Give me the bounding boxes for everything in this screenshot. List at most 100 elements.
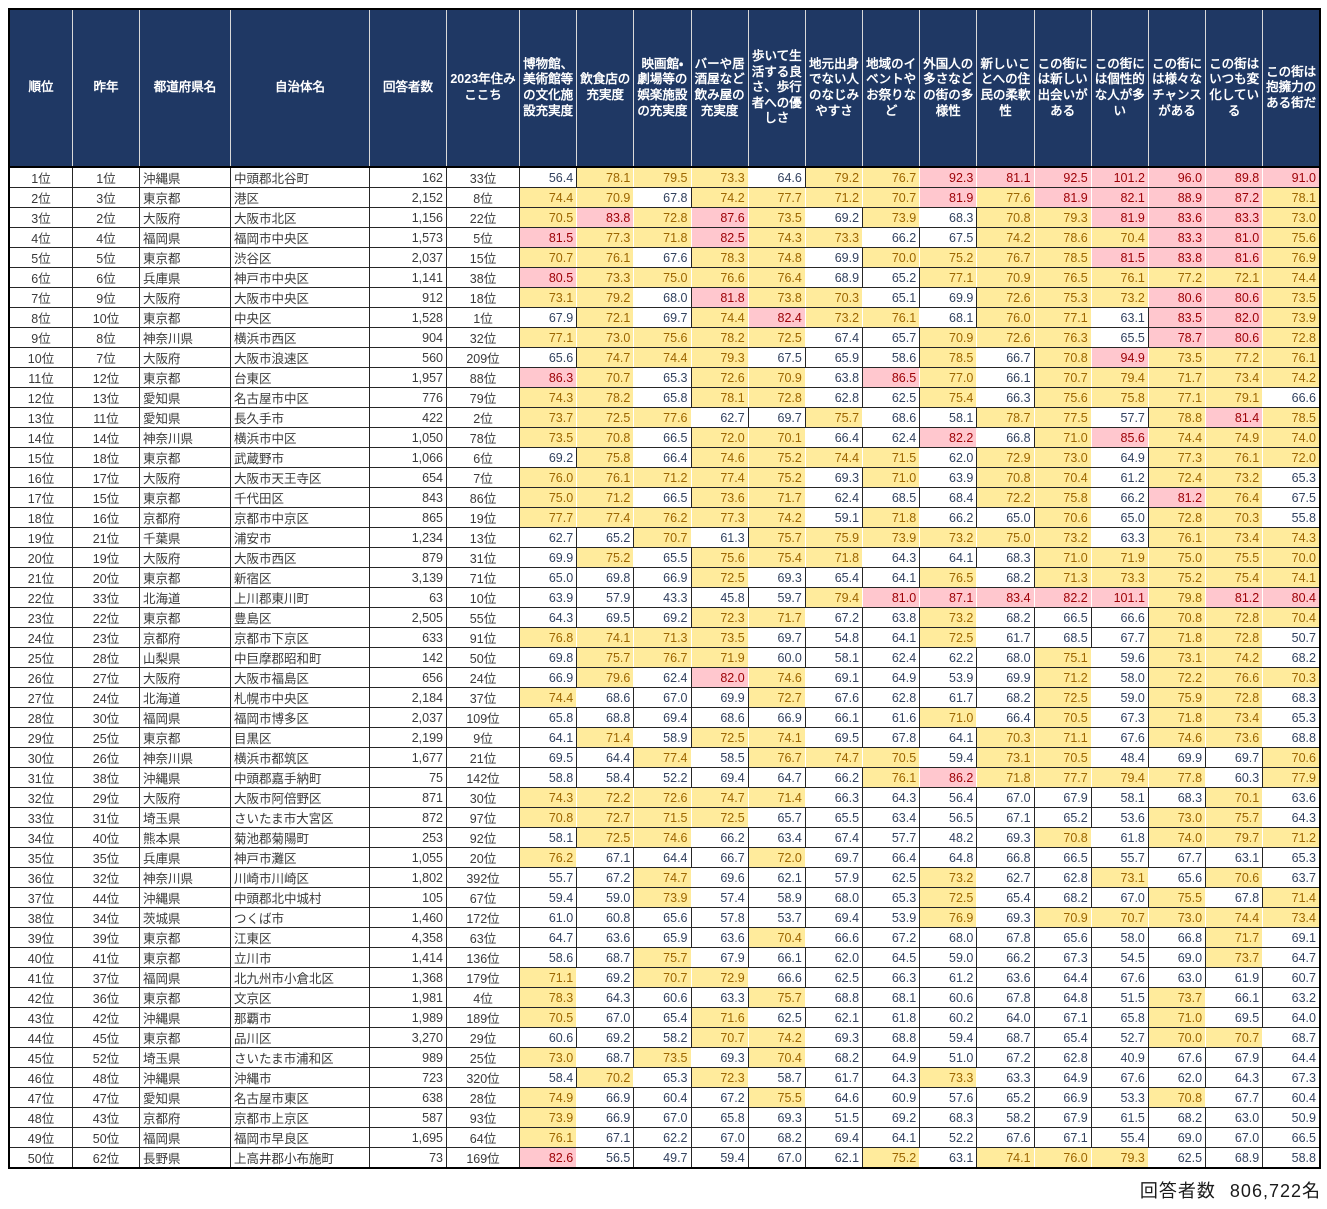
score-cell: 69.3 <box>804 1027 864 1048</box>
score-cell: 68.9 <box>1205 1147 1264 1169</box>
score-cell: 60.3 <box>1205 767 1264 788</box>
livability-rank-cell: 172位 <box>446 907 520 928</box>
rank-cell: 38位 <box>8 907 73 928</box>
rank-cell: 24位 <box>8 627 73 648</box>
score-cell: 65.0 <box>518 567 578 588</box>
respondents-cell: 1,989 <box>369 1007 447 1028</box>
score-cell: 75.0 <box>1147 547 1207 568</box>
score-cell: 69.4 <box>690 767 749 788</box>
score-cell: 70.8 <box>976 207 1035 228</box>
score-cell: 67.8 <box>976 987 1035 1008</box>
score-cell: 76.7 <box>862 166 921 188</box>
score-cell: 64.5 <box>862 947 921 968</box>
score-cell: 72.8 <box>747 387 806 408</box>
score-cell: 79.3 <box>1090 1147 1149 1169</box>
score-cell: 70.9 <box>576 187 635 208</box>
score-cell: 77.6 <box>976 187 1035 208</box>
rank-cell: 44位 <box>8 1027 73 1048</box>
table-row: 15位 18位 東京都 武蔵野市 1,066 6位 69.2 75.8 66.4 74.6 75.2… <box>8 447 1321 468</box>
score-cell: 73.1 <box>518 287 578 308</box>
score-cell: 75.7 <box>1205 807 1264 828</box>
score-cell: 75.7 <box>804 407 864 428</box>
score-cell: 52.7 <box>1090 1027 1149 1048</box>
score-cell: 64.0 <box>976 1007 1035 1028</box>
score-cell: 67.3 <box>1033 947 1092 968</box>
score-cell: 66.7 <box>976 347 1035 368</box>
score-cell: 74.1 <box>747 727 806 748</box>
score-cell: 72.3 <box>690 607 749 628</box>
score-cell: 58.9 <box>633 727 692 748</box>
table-row: 41位 37位 福岡県 北九州市小倉北区 1,368 179位 71.1 69.2 70.7 72… <box>8 967 1321 988</box>
score-cell: 67.8 <box>633 187 692 208</box>
municipality-cell: 上高井郡小布施町 <box>230 1147 370 1169</box>
municipality-cell: 京都市中京区 <box>230 507 370 528</box>
score-cell: 57.7 <box>1090 407 1149 428</box>
table-body: 1位 1位 沖縄県 中頭郡北谷町 162 33位 56.4 78.1 79.5 73.3 64.6 7… <box>8 166 1321 1169</box>
score-cell: 51.5 <box>804 1107 864 1128</box>
score-cell: 76.7 <box>976 247 1035 268</box>
score-cell: 53.9 <box>919 667 978 688</box>
score-cell: 82.1 <box>1090 187 1149 208</box>
livability-rank-cell: 169位 <box>446 1147 520 1169</box>
score-cell: 64.3 <box>518 607 578 628</box>
rank-cell: 34位 <box>8 827 73 848</box>
score-cell: 77.7 <box>1033 767 1092 788</box>
score-cell: 73.6 <box>1205 727 1264 748</box>
score-cell: 71.7 <box>1147 367 1207 388</box>
score-cell: 83.5 <box>1147 307 1207 328</box>
score-cell: 67.4 <box>804 827 864 848</box>
score-cell: 70.5 <box>518 207 578 228</box>
score-cell: 63.3 <box>1090 527 1149 548</box>
score-cell: 68.8 <box>576 707 635 728</box>
last-year-rank-cell: 62位 <box>72 1147 140 1169</box>
last-year-rank-cell: 35位 <box>72 847 140 868</box>
score-cell: 67.6 <box>633 247 692 268</box>
score-cell: 68.0 <box>804 887 864 908</box>
prefecture-cell: 東京都 <box>139 187 231 208</box>
score-cell: 68.5 <box>862 487 921 508</box>
last-year-rank-cell: 37位 <box>72 967 140 988</box>
score-cell: 79.8 <box>1147 587 1207 608</box>
score-cell: 68.3 <box>976 547 1035 568</box>
last-year-rank-cell: 9位 <box>72 287 140 308</box>
rank-cell: 49位 <box>8 1127 73 1148</box>
score-cell: 67.8 <box>976 927 1035 948</box>
livability-rank-cell: 13位 <box>446 527 520 548</box>
score-cell: 79.7 <box>1205 827 1264 848</box>
score-cell: 70.1 <box>747 427 806 448</box>
last-year-rank-cell: 17位 <box>72 467 140 488</box>
table-row: 11位 12位 東京都 台東区 1,957 88位 86.3 70.7 65.3 72.6 70.9… <box>8 367 1321 388</box>
rank-cell: 4位 <box>8 227 73 248</box>
score-cell: 76.0 <box>518 467 578 488</box>
prefecture-cell: 大阪府 <box>139 547 231 568</box>
score-cell: 65.3 <box>1262 707 1321 728</box>
score-cell: 79.4 <box>1090 367 1149 388</box>
score-cell: 71.2 <box>1033 667 1092 688</box>
score-cell: 70.8 <box>1033 347 1092 368</box>
score-cell: 62.4 <box>633 667 692 688</box>
municipality-cell: 大阪市西区 <box>230 547 370 568</box>
score-cell: 67.4 <box>804 327 864 348</box>
score-cell: 74.4 <box>518 187 578 208</box>
score-cell: 70.8 <box>518 807 578 828</box>
score-cell: 73.5 <box>690 627 749 648</box>
score-cell: 75.5 <box>1205 547 1264 568</box>
score-cell: 73.9 <box>1262 307 1321 328</box>
livability-rank-cell: 209位 <box>446 347 520 368</box>
score-cell: 57.8 <box>690 907 749 928</box>
respondents-cell: 871 <box>369 787 447 808</box>
table-row: 1位 1位 沖縄県 中頭郡北谷町 162 33位 56.4 78.1 79.5 73.3 64.6 7… <box>8 166 1321 188</box>
score-cell: 58.6 <box>862 347 921 368</box>
table-row: 8位 10位 東京都 中央区 1,528 1位 67.9 72.1 69.7 74.4 82.4 73… <box>8 307 1321 328</box>
score-cell: 57.9 <box>576 587 635 608</box>
last-year-rank-cell: 28位 <box>72 647 140 668</box>
livability-rank-cell: 31位 <box>446 547 520 568</box>
score-cell: 74.2 <box>690 187 749 208</box>
score-cell: 60.8 <box>576 907 635 928</box>
score-cell: 73.7 <box>1147 987 1207 1008</box>
score-cell: 75.2 <box>919 247 978 268</box>
score-cell: 64.9 <box>862 667 921 688</box>
municipality-cell: 台東区 <box>230 367 370 388</box>
livability-rank-cell: 88位 <box>446 367 520 388</box>
municipality-cell: さいたま市浦和区 <box>230 1047 370 1068</box>
